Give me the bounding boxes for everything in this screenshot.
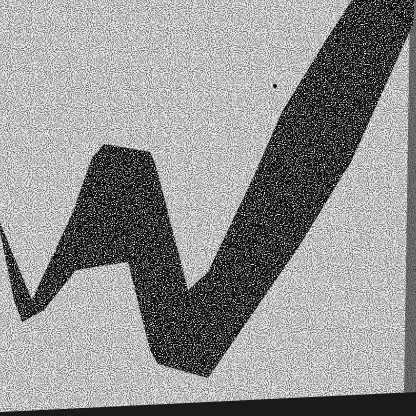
scan-border-bottom — [0, 392, 416, 416]
stray-ink-dot — [273, 84, 277, 88]
scan-border-right — [404, 0, 416, 394]
checkmark-stroke — [0, 0, 414, 378]
